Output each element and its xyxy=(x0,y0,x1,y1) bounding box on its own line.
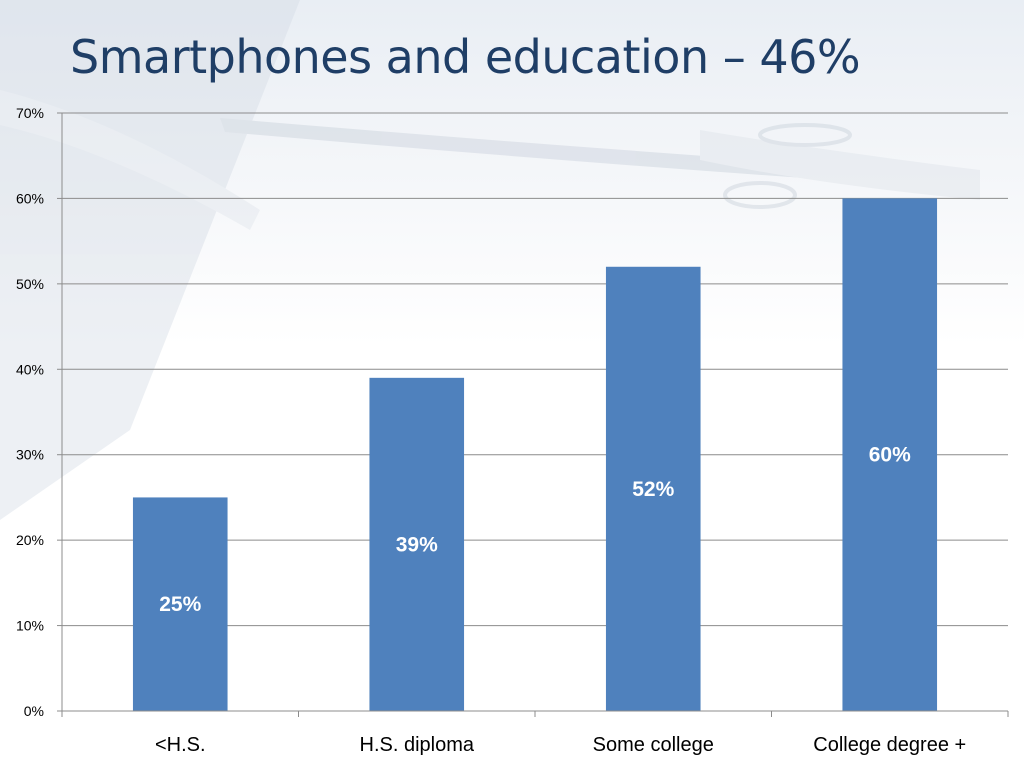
data-label: 25% xyxy=(159,593,201,616)
y-tick-label: 40% xyxy=(16,361,44,377)
bar xyxy=(605,266,701,711)
x-category-label: Some college xyxy=(593,734,714,756)
bars xyxy=(132,198,938,711)
bar xyxy=(132,497,228,711)
y-tick-label: 50% xyxy=(16,276,44,292)
data-label: 60% xyxy=(869,444,911,467)
x-category-label: H.S. diploma xyxy=(360,734,475,756)
y-tick-label: 60% xyxy=(16,190,44,206)
data-label: 52% xyxy=(632,478,674,501)
y-tick-label: 70% xyxy=(16,105,44,121)
y-tick-label: 20% xyxy=(16,532,44,548)
y-tick-label: 10% xyxy=(16,618,44,634)
x-category-label: <H.S. xyxy=(155,734,206,756)
y-tick-label: 30% xyxy=(16,447,44,463)
bar xyxy=(842,198,938,711)
axes xyxy=(57,112,1009,717)
x-category-label: College degree + xyxy=(813,734,966,756)
data-label: 39% xyxy=(396,533,438,556)
slide-title: Smartphones and education – 46% xyxy=(70,30,861,84)
labels: 0% 10% 20% 30% 40% 50% 60% 70% 25% <H.S. 39% H.S. d… xyxy=(16,105,966,756)
y-tick-label: 0% xyxy=(24,703,44,719)
bar xyxy=(369,377,465,711)
